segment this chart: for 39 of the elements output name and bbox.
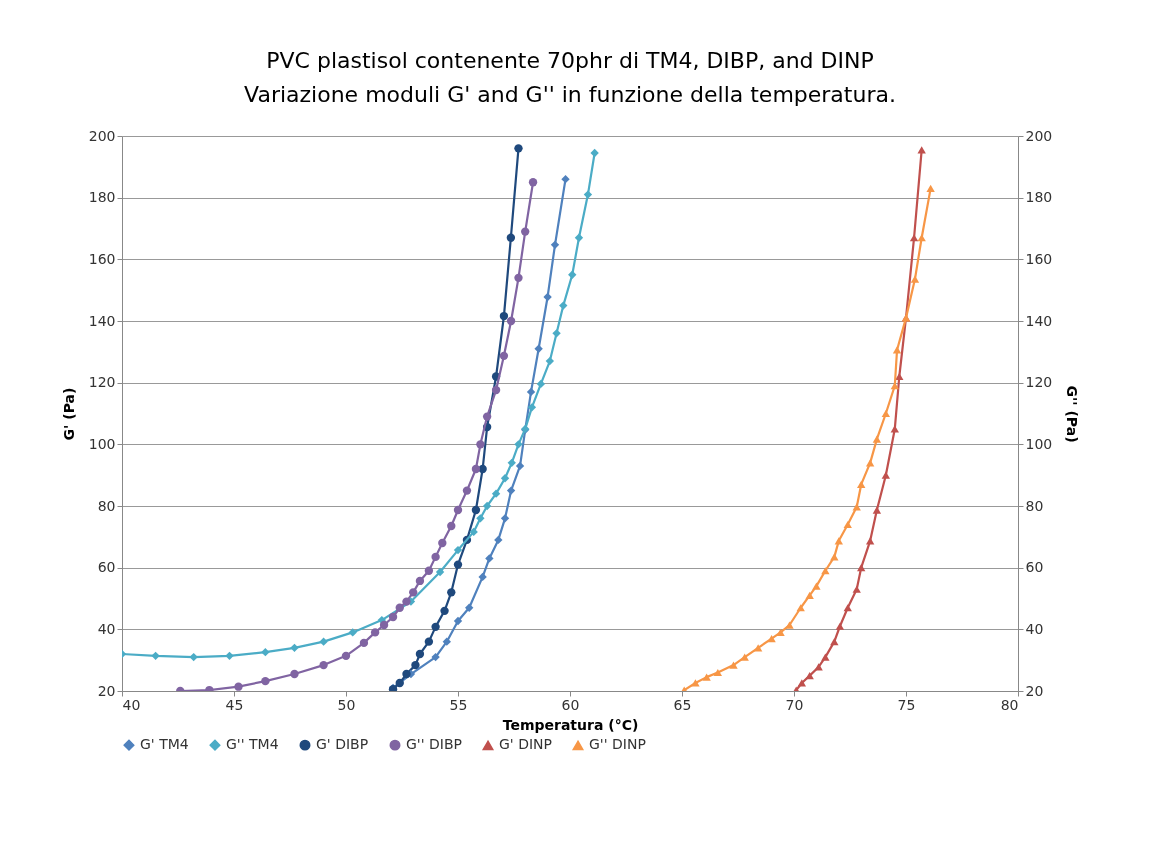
y2-tick-label: 20 [1025,682,1044,699]
y2-tick-label: 40 [1025,620,1044,637]
legend-label: G'' DIBP [406,736,462,753]
y2-axis-title: G'' (Pa) [1064,385,1081,443]
x-tick-label: 55 [449,696,468,713]
y2-tick-label: 200 [1025,127,1053,144]
y-tick-label: 140 [88,312,116,329]
y-axis-title: G' (Pa) [60,387,77,441]
x-tick-label: 70 [785,696,804,713]
legend-label: G'' DINP [589,736,646,753]
legend-label: G' DIBP [316,736,369,753]
y-tick-label: 100 [88,435,116,452]
y2-tick-label: 140 [1025,312,1053,329]
y-tick-label: 120 [88,374,116,391]
y2-tick-label: 100 [1025,435,1053,452]
y2-tick-label: 80 [1025,497,1044,514]
y-tick-label: 200 [88,127,116,144]
y-tick-label: 180 [88,189,116,206]
y-tick-label: 40 [97,620,116,637]
x-tick-label: 40 [122,696,141,713]
x-tick-label: 75 [897,696,916,713]
legend-label: G' TM4 [140,736,189,753]
y-tick-label: 80 [97,497,116,514]
y2-tick-label: 180 [1025,189,1053,206]
y-tick-label: 60 [97,559,116,576]
x-tick-label: 45 [225,696,244,713]
x-tick-label: 50 [337,696,356,713]
x-tick-label: 65 [673,696,692,713]
legend-label: G'' TM4 [226,736,279,753]
x-tick-label: 80 [1000,696,1019,713]
y-tick-label: 20 [97,682,116,699]
y-tick-label: 160 [88,250,116,267]
y2-tick-label: 120 [1025,374,1053,391]
y2-tick-label: 60 [1025,559,1044,576]
x-axis-title: Temperatura (°C) [502,716,639,733]
chart-title: PVC plastisol contenente 70phr di TM4, DIBP, and DINP Variazione moduli G' and G'' in funzione della temperatura. [244,48,896,107]
legend-label: G' DINP [499,736,552,753]
x-tick-label: 60 [561,696,580,713]
y2-tick-label: 160 [1025,250,1053,267]
